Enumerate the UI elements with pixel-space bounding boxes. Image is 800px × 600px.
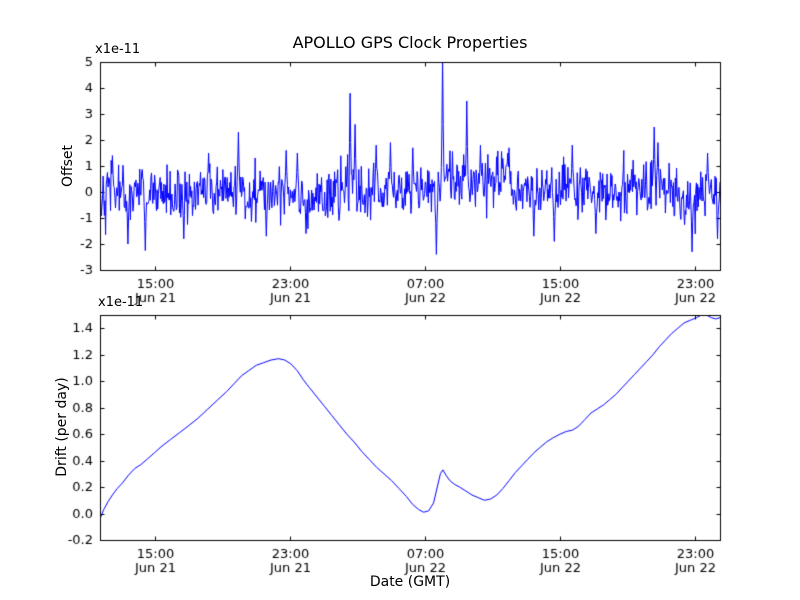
bottom-axis-scale-label: x1e-11 bbox=[98, 295, 144, 310]
top-axis-ylabel: Offset bbox=[60, 144, 76, 188]
chart-title: APOLLO GPS Clock Properties bbox=[292, 33, 528, 52]
top-axis-scale-label: x1e-11 bbox=[95, 42, 141, 57]
bottom-axis-ylabel: Drift (per day) bbox=[54, 377, 70, 477]
x-axis-label: Date (GMT) bbox=[369, 574, 451, 590]
